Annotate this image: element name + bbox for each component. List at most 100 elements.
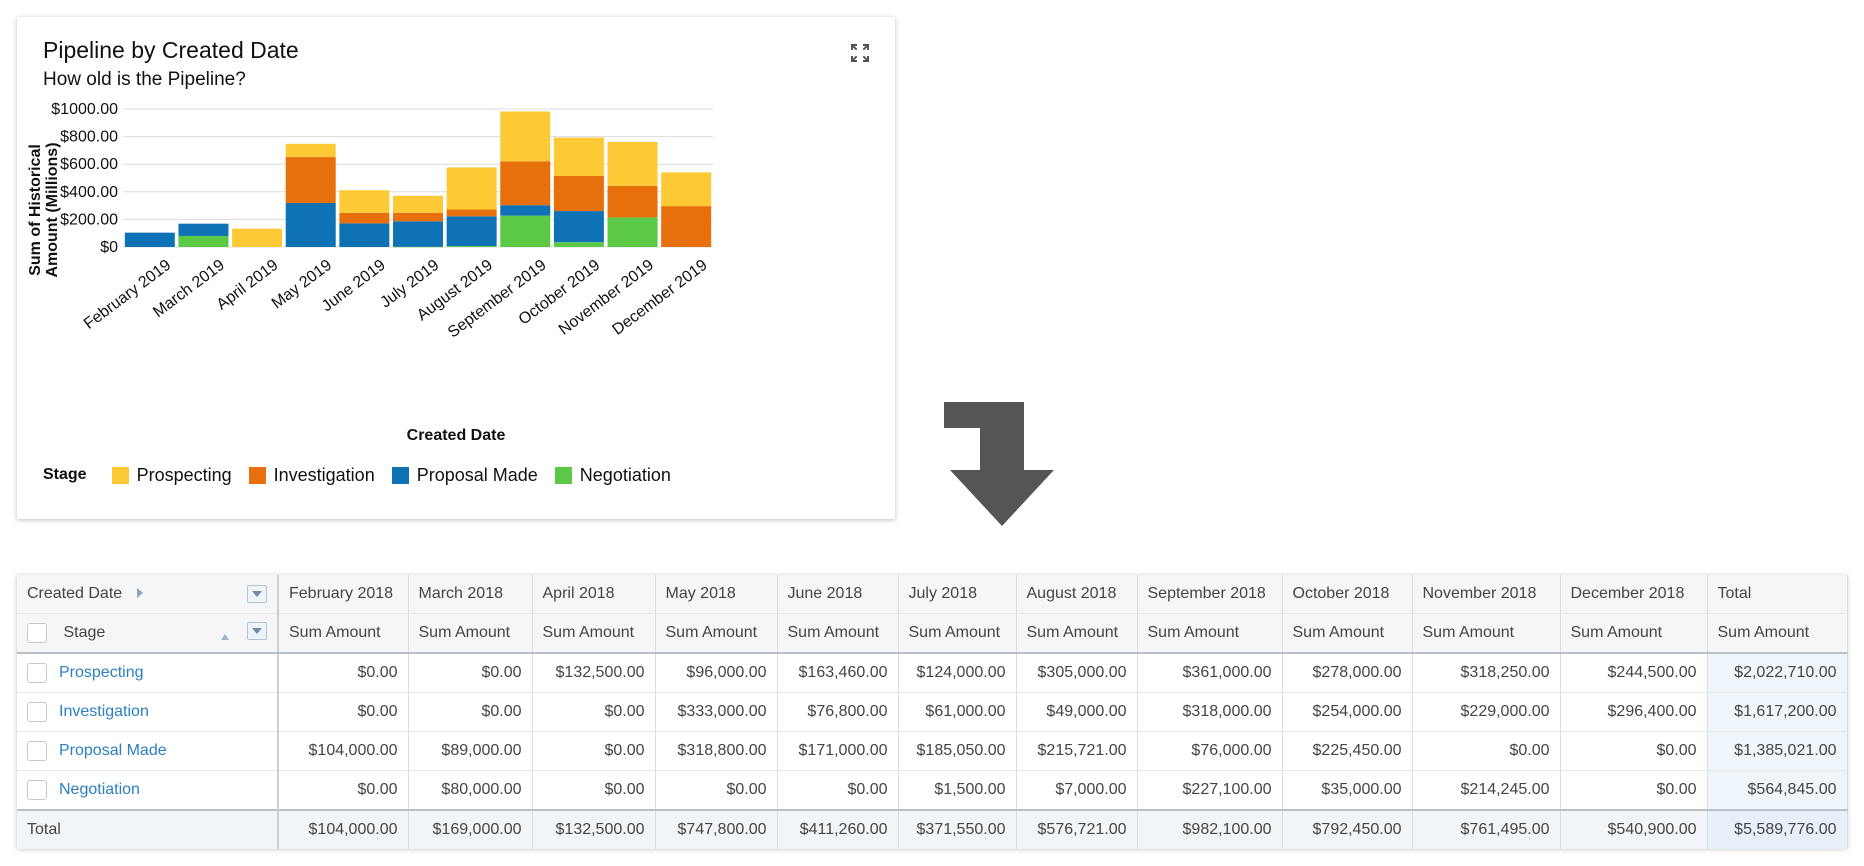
amount-cell: $1,500.00: [898, 770, 1017, 811]
measure-header: Sum Amount: [1707, 613, 1848, 654]
amount-cell: $0.00: [408, 692, 533, 732]
amount-cell: $305,000.00: [1016, 653, 1138, 693]
bar-proposal-made[interactable]: [124, 232, 175, 247]
row-checkbox[interactable]: [27, 780, 47, 800]
stage-cell: Proposal Made: [17, 731, 279, 771]
stage-link[interactable]: Negotiation: [59, 781, 140, 799]
bar-proposal-made[interactable]: [339, 223, 390, 247]
bar-prospecting[interactable]: [285, 143, 336, 158]
expand-icon[interactable]: [850, 43, 870, 63]
bar-prospecting[interactable]: [339, 190, 390, 213]
column-total-cell: $132,500.00: [532, 809, 656, 849]
amount-cell: $278,000.00: [1282, 653, 1413, 693]
row-checkbox[interactable]: [27, 741, 47, 761]
column-total-cell: $761,495.00: [1412, 809, 1561, 849]
bar-proposal-made[interactable]: [178, 223, 229, 236]
amount-cell: $89,000.00: [408, 731, 533, 771]
y-axis-title-line-2: Amount (Millions): [44, 142, 61, 277]
legend-title: Stage: [43, 466, 87, 483]
amount-cell: $132,500.00: [532, 653, 656, 693]
y-tick-label: $0: [100, 239, 118, 256]
amount-cell: $35,000.00: [1282, 770, 1413, 811]
bar-investigation[interactable]: [285, 157, 336, 204]
row-checkbox[interactable]: [27, 663, 47, 683]
bar-negotiation[interactable]: [500, 215, 551, 247]
bar-investigation[interactable]: [500, 161, 551, 206]
month-column-header: September 2018: [1137, 575, 1283, 614]
month-column-header: October 2018: [1282, 575, 1413, 614]
bar-prospecting[interactable]: [232, 228, 283, 247]
y-tick-label: $600.00: [60, 156, 118, 173]
legend-swatch: [111, 466, 129, 484]
amount-cell: $124,000.00: [898, 653, 1017, 693]
column-total-cell: $169,000.00: [408, 809, 533, 849]
amount-cell: $49,000.00: [1016, 692, 1138, 732]
legend-label: Negotiation: [579, 464, 671, 485]
sort-ascending-icon[interactable]: [220, 633, 229, 640]
bar-proposal-made[interactable]: [393, 221, 443, 247]
total-column-header: Total: [1707, 575, 1848, 614]
bar-proposal-made[interactable]: [553, 211, 604, 243]
stage-link[interactable]: Investigation: [59, 703, 149, 721]
bar-prospecting[interactable]: [607, 141, 658, 186]
amount-cell: $296,400.00: [1560, 692, 1708, 732]
amount-cell: $0.00: [655, 770, 778, 811]
month-column-header: February 2018: [278, 575, 409, 614]
x-tick-label: December 2019: [609, 257, 710, 339]
measure-header: Sum Amount: [1412, 613, 1561, 654]
legend-swatch: [554, 466, 572, 484]
stage-cell: Investigation: [17, 692, 279, 732]
bar-negotiation[interactable]: [446, 246, 497, 247]
expand-columns-icon[interactable]: [136, 588, 143, 598]
legend-item-investigation[interactable]: Investigation: [248, 465, 375, 486]
measure-header: Sum Amount: [1137, 613, 1283, 654]
row-filter-dropdown[interactable]: [247, 621, 267, 640]
x-tick-label: November 2019: [556, 257, 657, 339]
legend-label: Proposal Made: [416, 464, 538, 485]
bar-prospecting[interactable]: [500, 111, 551, 162]
bar-proposal-made[interactable]: [446, 216, 497, 247]
column-total-cell: $792,450.00: [1282, 809, 1413, 849]
amount-cell: $76,800.00: [777, 692, 899, 732]
amount-cell: $227,100.00: [1137, 770, 1283, 811]
measure-header: Sum Amount: [655, 613, 778, 654]
bar-negotiation[interactable]: [607, 217, 658, 247]
bar-negotiation[interactable]: [393, 246, 443, 248]
legend-item-prospecting[interactable]: Prospecting: [111, 465, 232, 486]
amount-cell: $76,000.00: [1137, 731, 1283, 771]
bar-negotiation[interactable]: [178, 235, 229, 247]
grand-total-cell: $5,589,776.00: [1707, 809, 1848, 849]
bar-prospecting[interactable]: [553, 137, 604, 176]
measure-header: Sum Amount: [1282, 613, 1413, 654]
bar-negotiation[interactable]: [553, 242, 604, 247]
bar-prospecting[interactable]: [393, 195, 443, 213]
stage-link[interactable]: Prospecting: [59, 664, 144, 682]
amount-cell: $0.00: [278, 653, 409, 693]
stage-link[interactable]: Proposal Made: [59, 742, 167, 760]
month-column-header: December 2018: [1560, 575, 1708, 614]
amount-cell: $0.00: [777, 770, 899, 811]
bar-investigation[interactable]: [446, 209, 497, 217]
select-all-checkbox[interactable]: [27, 623, 47, 643]
amount-cell: $7,000.00: [1016, 770, 1138, 811]
legend-item-proposal-made[interactable]: Proposal Made: [391, 464, 538, 486]
bar-prospecting[interactable]: [661, 172, 712, 207]
bar-investigation[interactable]: [661, 206, 712, 247]
row-checkbox[interactable]: [27, 702, 47, 722]
column-filter-dropdown[interactable]: [247, 585, 267, 603]
bar-proposal-made[interactable]: [285, 203, 336, 247]
bar-investigation[interactable]: [393, 212, 443, 222]
bar-prospecting[interactable]: [446, 167, 497, 210]
chart-legend: Stage Prospecting Investigation Proposal M…: [43, 460, 688, 490]
bar-proposal-made[interactable]: [500, 205, 551, 216]
bar-investigation[interactable]: [553, 175, 604, 212]
legend-item-negotiation[interactable]: Negotiation: [554, 464, 671, 486]
table-row: Proposal Made $104,000.00 $89,000.00 $0.00 $…: [17, 731, 1848, 771]
amount-cell: $0.00: [1560, 731, 1708, 771]
bar-investigation[interactable]: [339, 212, 390, 224]
amount-cell: $0.00: [1412, 731, 1561, 771]
amount-cell: $225,450.00: [1282, 731, 1413, 771]
bar-investigation[interactable]: [607, 185, 658, 218]
column-total-cell: $747,800.00: [655, 809, 778, 849]
month-column-header: May 2018: [655, 575, 778, 614]
